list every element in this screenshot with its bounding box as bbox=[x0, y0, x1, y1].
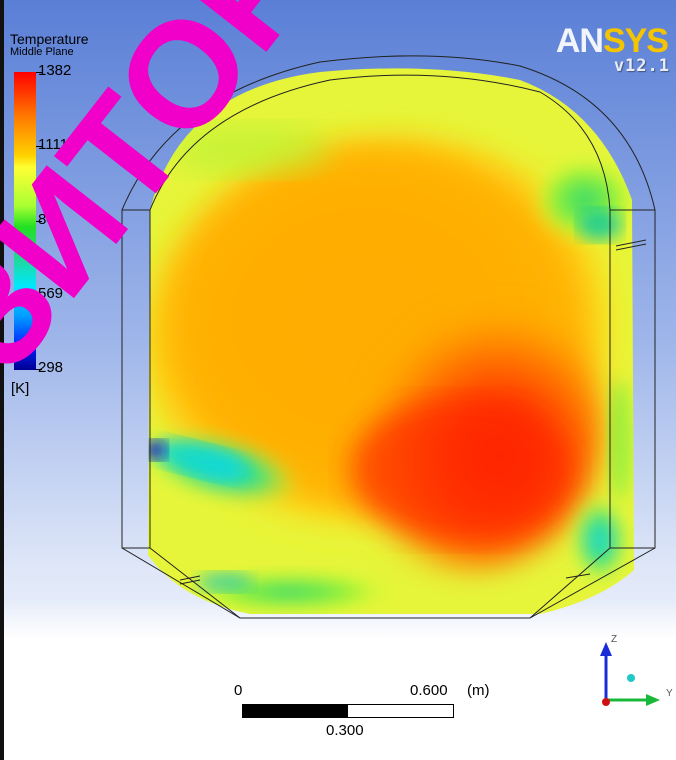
legend-label-4: 569 bbox=[38, 285, 64, 302]
legend-subtitle: Middle Plane bbox=[10, 46, 74, 58]
legend-tick-3 bbox=[36, 221, 42, 222]
legend-tick-max bbox=[36, 72, 42, 73]
scale-start-label: 0 bbox=[234, 682, 243, 699]
legend-label-min: 298 bbox=[38, 359, 64, 376]
ansys-logo-an: AN bbox=[556, 22, 603, 60]
scale-mid-label: 0.300 bbox=[326, 722, 364, 739]
legend-label-2: 1111 bbox=[38, 136, 69, 153]
z-axis-arrowhead bbox=[600, 642, 612, 656]
scale-bar bbox=[242, 704, 454, 718]
legend-label-3: 840 bbox=[38, 211, 64, 228]
y-axis-arrowhead bbox=[646, 694, 660, 706]
legend-unit: [K] bbox=[11, 380, 30, 397]
temperature-colorbar bbox=[14, 72, 36, 370]
y-axis-label: Y bbox=[666, 688, 673, 699]
legend-tick-min bbox=[36, 369, 42, 370]
x-axis-dot bbox=[602, 698, 610, 706]
window-left-border bbox=[0, 0, 4, 760]
scale-bar-black-segment bbox=[243, 705, 348, 717]
legend-label-max: 1382 bbox=[38, 62, 72, 79]
z-axis-label: Z bbox=[611, 634, 617, 645]
legend-title: Temperature bbox=[10, 31, 89, 47]
legend-tick-2 bbox=[36, 146, 42, 147]
scale-end-label: 0.600 bbox=[410, 682, 448, 699]
view-center-dot bbox=[627, 674, 635, 682]
scale-unit-label: (m) bbox=[467, 682, 490, 699]
svg-text:ANSYS: ANSYS bbox=[556, 22, 668, 60]
ansys-logo-sys: SYS bbox=[603, 22, 668, 60]
viewport-bottom-fade bbox=[0, 600, 676, 760]
ansys-logo: ANSYS bbox=[556, 22, 669, 60]
axis-triad[interactable]: Z Y bbox=[586, 630, 676, 720]
legend-tick-4 bbox=[36, 295, 42, 296]
version-label: v12.1 bbox=[613, 56, 670, 76]
